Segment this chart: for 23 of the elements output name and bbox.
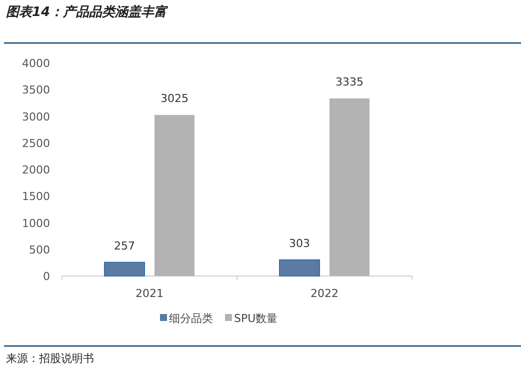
x-tick-label: 2021 bbox=[136, 287, 164, 300]
y-tick-label: 3500 bbox=[22, 84, 50, 97]
y-tick-label: 3000 bbox=[22, 110, 50, 124]
bar bbox=[330, 98, 370, 276]
y-tick-label: 2000 bbox=[22, 164, 50, 176]
y-tick-label: 2500 bbox=[22, 136, 50, 150]
data-label: 303 bbox=[289, 236, 310, 250]
y-tick-label: 1000 bbox=[22, 216, 50, 230]
legend-label: 细分品类 bbox=[169, 312, 213, 325]
y-tick-label: 4000 bbox=[22, 57, 50, 70]
x-tick-label: 2022 bbox=[310, 287, 338, 300]
data-label: 257 bbox=[114, 239, 135, 252]
y-tick-label: 0 bbox=[43, 270, 50, 283]
bar bbox=[104, 262, 145, 276]
bar bbox=[154, 114, 194, 276]
data-label: 3025 bbox=[160, 92, 188, 105]
legend-label: SPU数量 bbox=[234, 312, 278, 325]
data-label: 3335 bbox=[336, 75, 364, 88]
y-tick-label: 1500 bbox=[22, 190, 50, 204]
chart-title: 图表14：产品品类涵盖丰富 bbox=[6, 4, 170, 20]
source-note: 来源：招股说明书 bbox=[6, 352, 94, 365]
bar bbox=[279, 259, 320, 276]
y-tick-label: 500 bbox=[29, 243, 50, 256]
